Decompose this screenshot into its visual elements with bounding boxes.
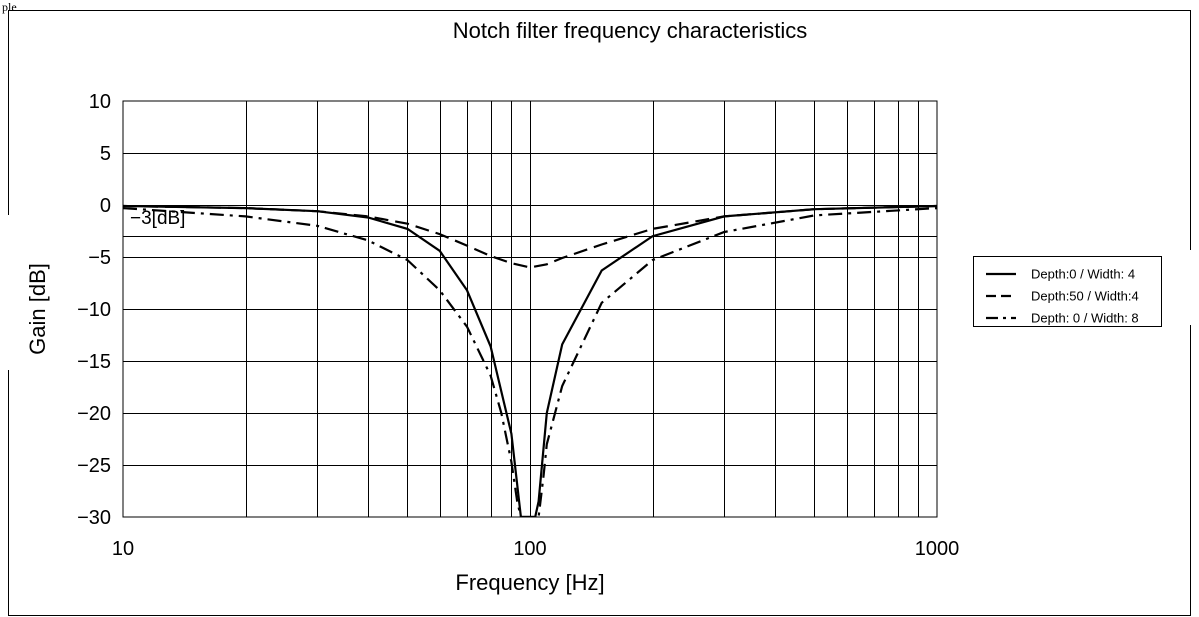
legend-label-3: Depth: 0 / Width: 8 (1031, 311, 1139, 326)
series-line-2 (123, 204, 937, 269)
x-axis-title: Frequency [Hz] (455, 570, 604, 595)
corner-text: ple (2, 0, 17, 14)
x-tick-label: 10 (112, 538, 134, 560)
y-axis-title: Gain [dB] (25, 263, 50, 355)
grid (123, 101, 937, 517)
legend-box (973, 256, 1162, 327)
legend: Depth:0 / Width: 4 Depth:50 / Width:4 Dept… (973, 256, 1162, 327)
legend-label-2: Depth:50 / Width:4 (1031, 289, 1139, 304)
y-tick-label: −25 (77, 455, 111, 477)
y-tick-label: −30 (77, 507, 111, 529)
frame-gap-left (4, 215, 14, 370)
y-tick-labels: 10 5 0 −5 −10 −15 −20 −25 −30 (77, 91, 111, 529)
series-lines (123, 204, 937, 517)
y-tick-label: −20 (77, 403, 111, 425)
x-tick-labels: 10 100 1000 (112, 538, 959, 560)
chart-title: Notch filter frequency characteristics (453, 18, 808, 43)
series-line-1 (123, 204, 937, 517)
y-tick-label: −10 (77, 299, 111, 321)
y-tick-label: −15 (77, 351, 111, 373)
reference-line-label: −3[dB] (130, 208, 185, 229)
legend-label-1: Depth:0 / Width: 4 (1031, 267, 1135, 282)
frame-gap-right (1185, 250, 1195, 325)
x-tick-label: 100 (513, 538, 546, 560)
y-tick-label: −5 (88, 247, 111, 269)
y-tick-label: 0 (100, 195, 111, 217)
y-tick-label: 5 (100, 143, 111, 165)
x-tick-label: 1000 (915, 538, 960, 560)
y-tick-label: 10 (89, 91, 111, 113)
series-line-3 (123, 207, 937, 517)
